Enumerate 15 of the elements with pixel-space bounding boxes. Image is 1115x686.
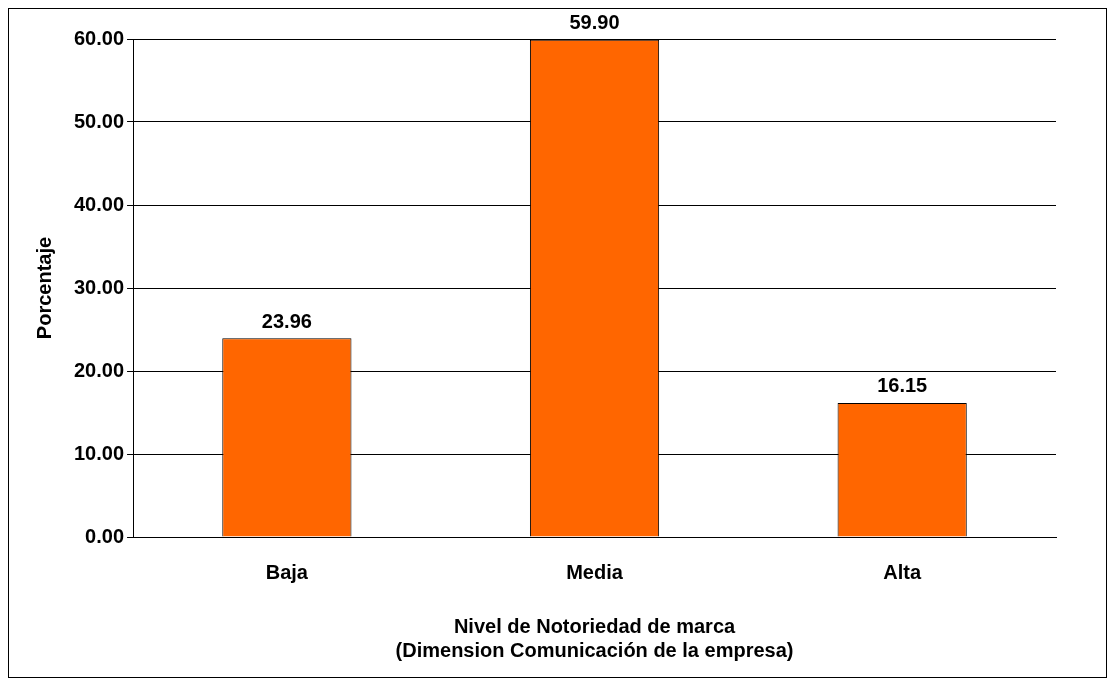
x-tick-label: Baja <box>265 560 309 583</box>
y-tick-label: 30.00 <box>73 275 125 298</box>
x-tick-label: Media <box>566 560 624 583</box>
y-tick-label: 10.00 <box>73 441 125 464</box>
y-tick-label: 20.00 <box>73 358 125 381</box>
x-axis-title: Nivel de Notoriedad de marca (Dimension Comunicación de la empresa) <box>395 614 794 661</box>
y-axis-title: Porcentaje <box>32 236 55 340</box>
y-tick-label: 50.00 <box>73 109 125 132</box>
data-label: 16.15 <box>877 374 928 397</box>
y-tick-label: 60.00 <box>73 26 125 49</box>
y-tick-label: 40.00 <box>73 192 125 215</box>
x-tick-label: Alta <box>883 560 922 583</box>
data-label: 59.90 <box>569 11 620 34</box>
data-label: 23.96 <box>261 309 312 332</box>
y-tick-label: 0.00 <box>85 524 125 547</box>
